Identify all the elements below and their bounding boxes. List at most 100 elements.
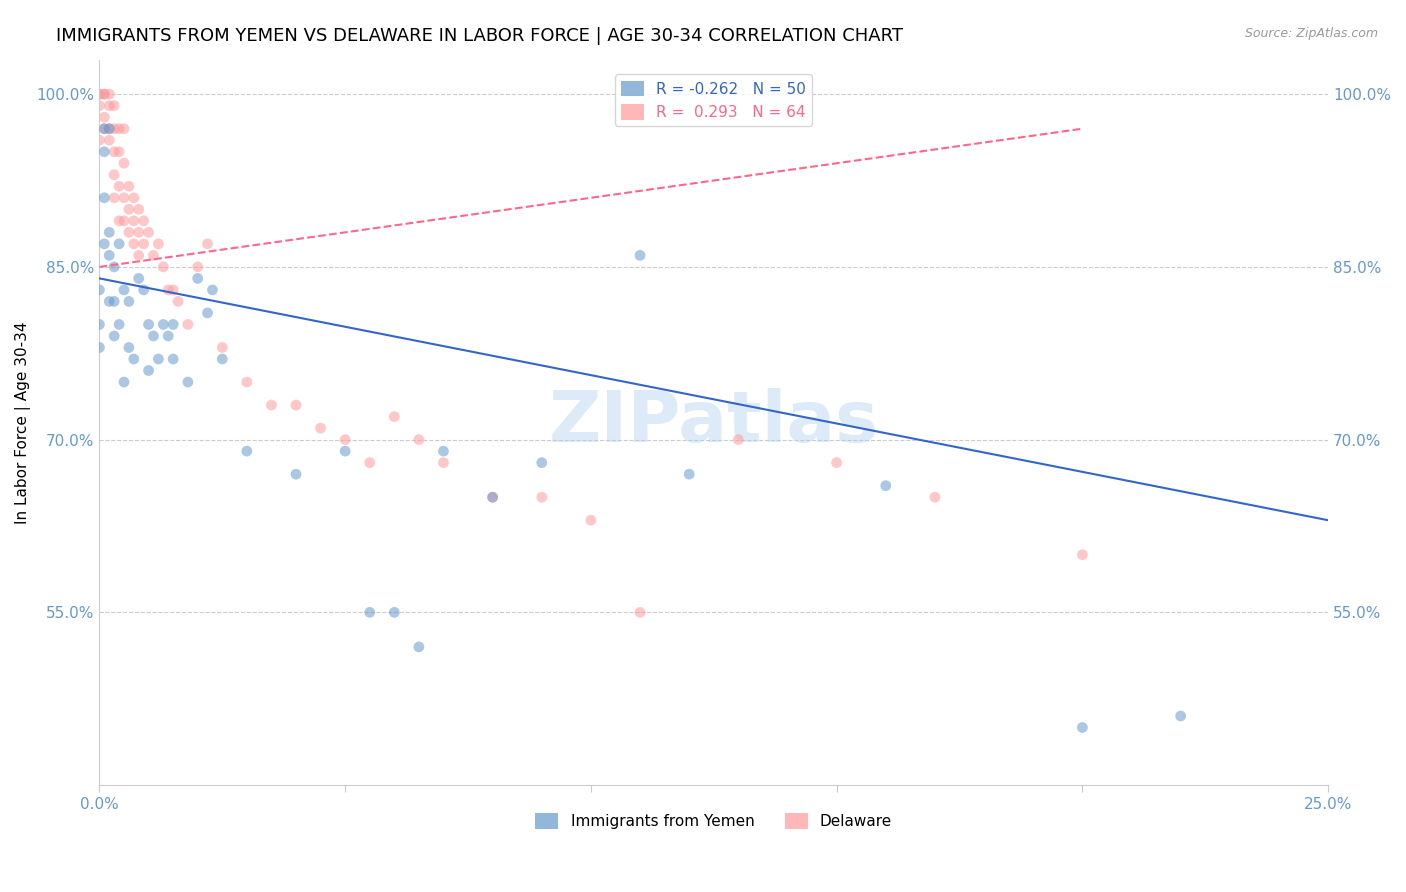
Point <box>108 236 131 251</box>
Point <box>382 605 405 619</box>
Point <box>122 351 145 366</box>
Point <box>138 363 160 377</box>
Point <box>132 236 155 251</box>
Point <box>103 191 125 205</box>
Point <box>148 236 170 251</box>
Point <box>118 294 141 309</box>
Point <box>103 98 125 112</box>
Point <box>530 490 553 504</box>
Point <box>128 248 150 262</box>
Point <box>98 98 121 112</box>
Point <box>1071 548 1094 562</box>
Point <box>89 98 111 112</box>
Point <box>187 271 209 285</box>
Point <box>108 145 131 159</box>
Point <box>167 294 190 309</box>
Legend: Immigrants from Yemen, Delaware: Immigrants from Yemen, Delaware <box>529 807 898 836</box>
Point <box>93 145 115 159</box>
Text: Source: ZipAtlas.com: Source: ZipAtlas.com <box>1244 27 1378 40</box>
Point <box>481 490 503 504</box>
Point <box>112 156 135 170</box>
Point <box>138 318 160 332</box>
Point <box>128 202 150 217</box>
Point <box>128 271 150 285</box>
Point <box>162 283 184 297</box>
Point <box>187 260 209 274</box>
Point <box>89 318 111 332</box>
Point <box>197 236 219 251</box>
Point <box>825 456 848 470</box>
Point <box>359 456 381 470</box>
Point <box>103 260 125 274</box>
Point <box>103 121 125 136</box>
Text: IMMIGRANTS FROM YEMEN VS DELAWARE IN LABOR FORCE | AGE 30-34 CORRELATION CHART: IMMIGRANTS FROM YEMEN VS DELAWARE IN LAB… <box>56 27 903 45</box>
Point <box>103 294 125 309</box>
Point <box>112 214 135 228</box>
Point <box>201 283 224 297</box>
Point <box>118 225 141 239</box>
Point <box>98 87 121 102</box>
Point <box>93 236 115 251</box>
Point <box>260 398 283 412</box>
Point <box>122 214 145 228</box>
Point <box>408 433 430 447</box>
Point <box>93 121 115 136</box>
Point <box>132 283 155 297</box>
Point <box>132 214 155 228</box>
Point <box>122 236 145 251</box>
Point <box>93 121 115 136</box>
Point <box>628 248 651 262</box>
Point <box>89 87 111 102</box>
Point <box>236 375 259 389</box>
Point <box>112 283 135 297</box>
Point <box>1071 721 1094 735</box>
Point <box>89 341 111 355</box>
Point <box>103 329 125 343</box>
Point <box>108 214 131 228</box>
Point <box>177 318 200 332</box>
Point <box>93 191 115 205</box>
Point <box>89 283 111 297</box>
Point <box>162 318 184 332</box>
Point <box>408 640 430 654</box>
Point <box>103 145 125 159</box>
Point <box>112 191 135 205</box>
Point <box>1170 709 1192 723</box>
Point <box>128 225 150 239</box>
Point <box>112 375 135 389</box>
Point <box>142 248 165 262</box>
Point <box>98 248 121 262</box>
Point <box>98 121 121 136</box>
Point <box>98 133 121 147</box>
Point <box>432 444 454 458</box>
Point <box>333 433 356 447</box>
Point <box>285 467 308 482</box>
Point <box>924 490 946 504</box>
Point <box>112 121 135 136</box>
Point <box>148 351 170 366</box>
Point <box>157 329 180 343</box>
Point <box>93 110 115 124</box>
Point <box>118 341 141 355</box>
Point <box>152 260 174 274</box>
Point <box>727 433 749 447</box>
Point <box>579 513 602 527</box>
Point <box>382 409 405 424</box>
Point <box>89 133 111 147</box>
Point <box>333 444 356 458</box>
Text: ZIPatlas: ZIPatlas <box>548 388 879 457</box>
Point <box>103 168 125 182</box>
Point <box>162 351 184 366</box>
Point <box>157 283 180 297</box>
Point <box>152 318 174 332</box>
Point <box>177 375 200 389</box>
Point <box>138 225 160 239</box>
Point <box>108 121 131 136</box>
Point <box>118 179 141 194</box>
Point <box>432 456 454 470</box>
Point <box>481 490 503 504</box>
Point <box>530 456 553 470</box>
Point <box>211 341 233 355</box>
Point <box>98 121 121 136</box>
Point <box>359 605 381 619</box>
